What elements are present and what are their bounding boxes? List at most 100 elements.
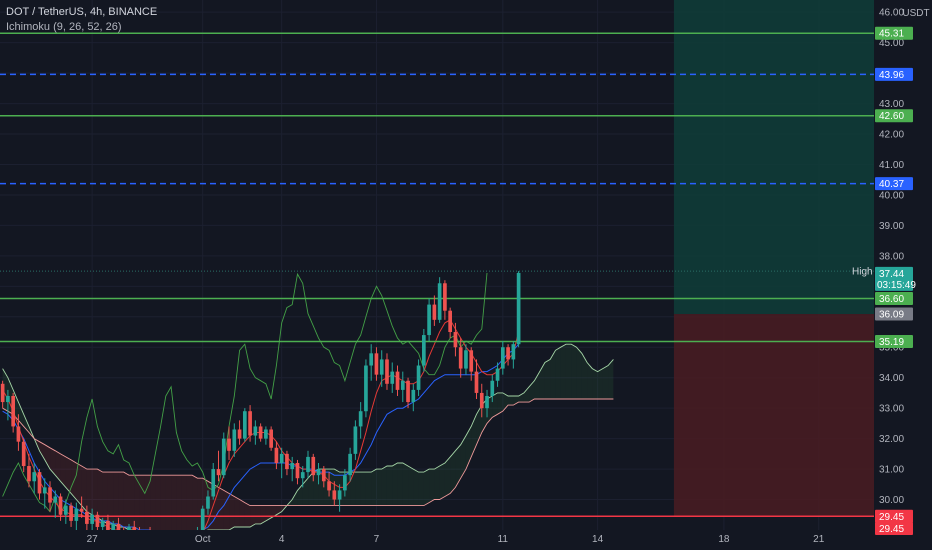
candle-body	[406, 380, 410, 403]
cloud-segment	[223, 490, 230, 530]
candle-body	[379, 359, 384, 375]
cloud-segment	[381, 466, 387, 506]
candle-body	[311, 456, 316, 476]
cloud-segment	[576, 347, 582, 400]
cloud-segment	[255, 505, 261, 524]
cloud-segment	[550, 350, 556, 400]
candle-body	[395, 371, 400, 390]
candle-body	[437, 283, 442, 320]
position-loss-zone	[673, 314, 874, 517]
cloud-segment	[97, 469, 103, 521]
candle-body	[353, 426, 358, 454]
candle-body	[100, 520, 105, 527]
price-tick-label: 39.00	[879, 221, 904, 232]
candle-body	[427, 304, 431, 336]
cloud-segment	[492, 392, 498, 418]
cloud-segment	[360, 472, 366, 506]
time-tick-label: 4	[279, 534, 285, 545]
price-badge-bg	[875, 67, 913, 81]
cloud-segment	[123, 472, 129, 530]
horizontal-levels	[0, 32, 874, 518]
price-tick-label: 42.00	[879, 130, 904, 141]
indicator-legend[interactable]: Ichimoku (9, 26, 52, 26)	[6, 21, 122, 33]
candle-body	[500, 347, 505, 369]
cloud-segment	[55, 450, 61, 482]
candle-body	[264, 429, 268, 439]
candle-body	[295, 462, 300, 479]
candle-body	[348, 453, 352, 476]
cloud-segment	[460, 435, 466, 479]
candle-body	[300, 472, 305, 479]
cloud-segment	[539, 362, 545, 400]
price-tick-label: 46.00	[879, 8, 904, 19]
cloud-segment	[350, 472, 356, 506]
symbol-title[interactable]: DOT / TetherUS, 4h, BINANCE	[6, 6, 158, 18]
candle-body	[42, 487, 47, 494]
high-tag: High	[852, 267, 873, 278]
cloud-segment	[376, 469, 382, 506]
candle-body	[90, 514, 94, 524]
time-tick-label: 18	[718, 534, 730, 545]
cloud-segment	[429, 469, 435, 503]
candle-body	[269, 429, 273, 448]
candle-body	[221, 438, 226, 476]
cloud-segment	[155, 475, 161, 537]
price-badge-label: 37.44	[879, 269, 904, 280]
cloud-segment	[408, 466, 414, 506]
candle-body	[332, 490, 337, 500]
cloud-segment	[544, 359, 551, 400]
candle-body	[316, 469, 321, 476]
candle-body	[58, 496, 63, 515]
cloud-segment	[355, 472, 361, 506]
cloud-segment	[450, 450, 456, 494]
cloud-segment	[465, 426, 472, 470]
candle-body	[74, 508, 79, 521]
price-tick-label: 32.00	[879, 434, 904, 445]
price-badge-label: 29.45	[879, 524, 904, 535]
price-tick-label: 45.00	[879, 38, 904, 49]
cloud-segment	[150, 475, 156, 537]
candle-body	[85, 511, 89, 524]
cloud-segment	[439, 462, 445, 500]
cloud-segment	[23, 414, 29, 433]
candle-body	[416, 365, 421, 390]
time-axis: 27 Oct 4 7 11 14 18 21	[0, 530, 932, 550]
price-tick-label: 40.00	[879, 190, 904, 201]
cloud-segment	[39, 441, 45, 460]
price-badge-bg	[875, 177, 913, 191]
cloud-segment	[128, 475, 135, 530]
cloud-segment	[602, 365, 609, 400]
cloud-segment	[302, 478, 309, 506]
candle-body	[95, 514, 100, 527]
candle-body	[364, 365, 368, 412]
cloud-segment	[186, 475, 193, 537]
price-badge-bg	[875, 334, 913, 348]
candle-body	[253, 426, 258, 436]
price-badge-label: 45.31	[879, 29, 904, 40]
price-tick-label: 30.00	[879, 495, 904, 506]
candle-body	[227, 438, 231, 451]
cloud-segment	[86, 469, 93, 515]
cloud-segment	[176, 475, 182, 537]
cloud-segment	[71, 459, 77, 500]
candle-body	[11, 395, 16, 427]
cloud-segment	[608, 359, 614, 400]
cloud-segment	[292, 490, 298, 506]
cloud-segment	[597, 368, 603, 400]
price-badge-bg	[875, 521, 913, 535]
cloud-segment	[239, 499, 245, 527]
candle-body	[432, 304, 437, 320]
cloud-segment	[502, 392, 509, 412]
candle-body	[453, 332, 458, 348]
cloud-segment	[192, 475, 198, 537]
candle-body	[106, 520, 110, 534]
candle-body	[400, 380, 405, 390]
candle-body	[258, 426, 263, 439]
cloud-segment	[581, 353, 588, 400]
candle-body	[321, 469, 326, 482]
cloud-segment	[308, 472, 314, 506]
candle-body	[6, 395, 10, 403]
candle-body	[516, 272, 521, 345]
senkou-span-b-line	[2, 398, 614, 507]
